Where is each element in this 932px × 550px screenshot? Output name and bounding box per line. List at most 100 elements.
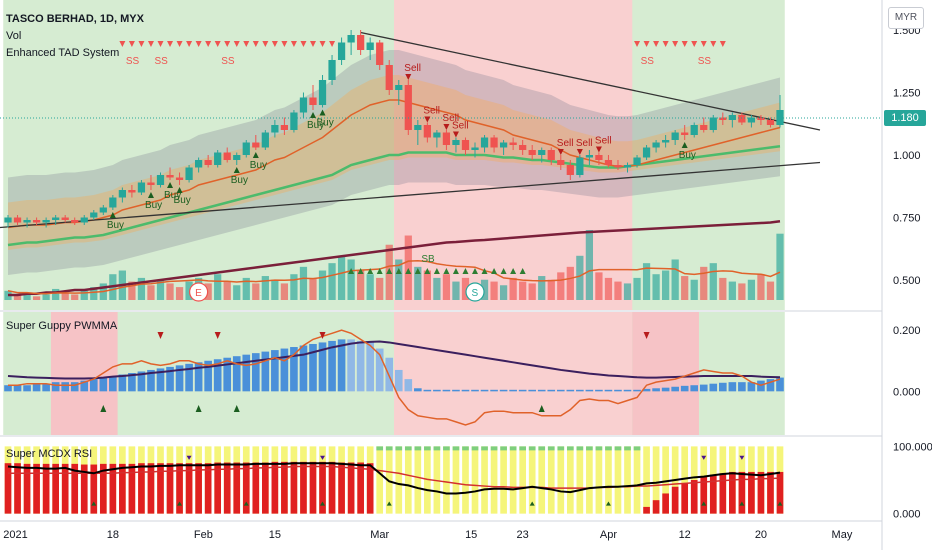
mcdx-banker-bar <box>729 471 736 514</box>
mcdx-retail-bar <box>395 446 403 514</box>
ss-marker <box>262 41 269 47</box>
candle-body <box>509 142 517 145</box>
volume-bar <box>395 259 403 300</box>
guppy-hist-bar <box>747 382 756 392</box>
mcdx-banker-bar <box>204 463 212 514</box>
guppy-hist-bar <box>642 388 651 392</box>
volume-bar <box>32 296 41 300</box>
mcdx-hotmoney-bar <box>528 446 536 451</box>
guppy-hist-bar <box>166 366 174 392</box>
guppy-hist-bar <box>547 389 556 392</box>
mcdx-up-arrow <box>91 501 97 506</box>
candle-body <box>280 125 289 130</box>
mcdx-hotmoney-bar <box>414 446 422 451</box>
buy-arrow <box>252 152 259 158</box>
mcdx-retail-bar <box>500 446 507 514</box>
volume-bar <box>538 276 546 300</box>
mcdx-tick-label: 0.000 <box>893 509 921 521</box>
currency-button[interactable]: MYR <box>888 7 924 29</box>
guppy-hist-bar <box>175 365 184 392</box>
candle-body <box>309 97 317 105</box>
mcdx-down-arrow <box>186 455 192 460</box>
regime-zone-0 <box>3 0 404 310</box>
candle-body <box>185 167 193 180</box>
candle-body <box>90 212 98 218</box>
mcdx-retail-bar <box>547 446 555 514</box>
mcdx-banker-bar <box>14 463 21 514</box>
guppy-hist-bar <box>766 379 775 392</box>
ss-marker <box>119 41 126 47</box>
mcdx-retail-bar <box>490 446 498 514</box>
guppy-buy-arrow <box>233 405 240 412</box>
ss-marker <box>309 41 316 47</box>
buy-signal-label: Buy <box>317 118 334 129</box>
ss-marker <box>281 41 288 47</box>
price-tick-label: 0.750 <box>893 213 921 225</box>
candle-body <box>52 217 60 220</box>
candle-body <box>623 165 632 168</box>
guppy-hist-bar <box>13 385 22 392</box>
candle-body <box>604 160 613 165</box>
candle-body <box>414 125 422 130</box>
volume-bar <box>652 274 660 300</box>
guppy-hist-bar <box>309 343 317 392</box>
volume-bar <box>337 255 346 300</box>
time-tick-label: Apr <box>600 529 617 541</box>
mcdx-retail-bar <box>509 446 517 514</box>
sell-signal-label: Sell <box>423 106 440 117</box>
resistance-trendline <box>360 31 821 131</box>
candle-body <box>4 217 12 223</box>
mcdx-banker-bar <box>709 474 717 514</box>
mcdx-retail-bar <box>624 446 631 514</box>
ss-label: SS <box>221 56 235 67</box>
mcdx-banker-bar <box>119 463 126 514</box>
sb-marker <box>462 268 469 274</box>
mcdx-retail-bar <box>643 446 650 514</box>
mcdx-retail-bar <box>605 446 612 514</box>
volume-bar <box>414 266 422 300</box>
mcdx-banker-bar <box>71 463 79 514</box>
candle-body <box>614 165 622 168</box>
candle-body <box>404 85 412 130</box>
candle-body <box>423 125 431 138</box>
sell-arrow <box>595 146 602 153</box>
buy-arrow <box>167 182 174 188</box>
guppy-hist-bar <box>433 389 441 392</box>
mcdx-banker-bar <box>300 461 307 514</box>
guppy-sell-arrow <box>319 332 326 339</box>
mcdx-retail-bar <box>452 446 460 514</box>
mcdx-banker-bar <box>738 471 746 514</box>
mcdx-hotmoney-bar <box>490 446 498 451</box>
ss-marker <box>205 41 212 47</box>
guppy-hist-bar <box>499 389 508 392</box>
mcdx-banker-bar <box>271 461 279 514</box>
sell-signal-label: Sell <box>595 136 612 147</box>
tad-inner-band <box>8 75 780 250</box>
ss-marker <box>214 41 221 47</box>
ma-short-line <box>7 99 781 229</box>
volume-bar <box>137 277 146 300</box>
mcdx-hotmoney-bar <box>538 446 546 451</box>
candle-body <box>328 60 336 80</box>
ss-marker <box>643 41 650 47</box>
ss-marker <box>319 41 326 47</box>
ss-marker <box>691 41 698 47</box>
guppy-hist-bar <box>70 382 79 392</box>
candle-body <box>242 142 250 155</box>
buy-signal-label: Buy <box>307 120 324 131</box>
candle-body <box>671 132 679 140</box>
candle-body <box>633 157 641 165</box>
mcdx-retail-bar <box>586 446 593 514</box>
ss-marker <box>634 41 641 47</box>
mcdx-banker-bar <box>166 463 174 514</box>
price-tick-label: 1.250 <box>893 88 921 100</box>
mcdx-banker-bar <box>643 506 650 514</box>
mcdx-hotmoney-bar <box>633 446 641 451</box>
guppy-hist-bar <box>213 359 222 392</box>
ss-marker <box>195 41 202 47</box>
ma-long-line <box>8 220 781 297</box>
sell-arrow <box>424 116 431 123</box>
volume-bar <box>299 266 308 300</box>
guppy-hist-bar <box>290 347 298 392</box>
